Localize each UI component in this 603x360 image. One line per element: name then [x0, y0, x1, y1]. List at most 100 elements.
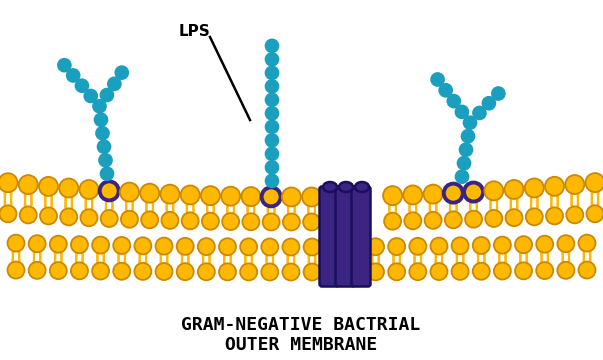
Ellipse shape	[355, 182, 369, 192]
Circle shape	[67, 69, 80, 82]
Circle shape	[525, 179, 544, 197]
Circle shape	[282, 238, 300, 256]
Circle shape	[219, 264, 236, 280]
Circle shape	[445, 211, 462, 228]
Circle shape	[578, 262, 596, 279]
Circle shape	[39, 177, 58, 196]
Circle shape	[403, 185, 422, 204]
Circle shape	[526, 208, 543, 225]
Circle shape	[447, 95, 460, 108]
Circle shape	[367, 264, 384, 280]
Circle shape	[458, 157, 470, 170]
Circle shape	[265, 39, 279, 52]
Circle shape	[473, 107, 486, 120]
Circle shape	[485, 210, 502, 227]
FancyBboxPatch shape	[335, 186, 355, 287]
Circle shape	[240, 238, 257, 255]
Circle shape	[58, 59, 71, 72]
Circle shape	[383, 186, 402, 205]
Circle shape	[29, 235, 46, 252]
Circle shape	[108, 77, 121, 90]
Circle shape	[50, 236, 67, 253]
Circle shape	[198, 238, 215, 255]
Circle shape	[578, 235, 596, 252]
Text: OUTER MEMBRANE: OUTER MEMBRANE	[225, 336, 377, 354]
Circle shape	[99, 181, 119, 201]
Circle shape	[409, 238, 426, 255]
Circle shape	[303, 213, 320, 230]
Circle shape	[141, 211, 158, 228]
Circle shape	[431, 73, 444, 86]
Circle shape	[92, 237, 109, 253]
Circle shape	[482, 97, 496, 110]
Circle shape	[101, 210, 118, 227]
Circle shape	[113, 263, 130, 280]
Circle shape	[557, 235, 574, 252]
Circle shape	[494, 262, 511, 279]
Circle shape	[282, 264, 300, 280]
Circle shape	[40, 207, 57, 224]
Circle shape	[565, 175, 584, 194]
Circle shape	[439, 84, 452, 97]
Circle shape	[405, 212, 421, 229]
Circle shape	[473, 263, 490, 280]
Circle shape	[455, 170, 469, 183]
Circle shape	[156, 263, 172, 280]
Circle shape	[586, 173, 603, 192]
Circle shape	[492, 87, 505, 100]
Circle shape	[423, 185, 443, 204]
Circle shape	[265, 147, 279, 160]
Circle shape	[303, 238, 321, 256]
Circle shape	[557, 262, 574, 279]
Circle shape	[181, 185, 200, 204]
Circle shape	[20, 206, 37, 224]
Circle shape	[388, 263, 405, 280]
Circle shape	[84, 90, 97, 103]
Circle shape	[134, 237, 151, 254]
Circle shape	[177, 238, 194, 255]
Circle shape	[452, 263, 469, 280]
Circle shape	[494, 237, 511, 253]
Circle shape	[242, 213, 259, 230]
Circle shape	[303, 264, 321, 280]
FancyBboxPatch shape	[352, 186, 370, 287]
Circle shape	[71, 236, 88, 253]
Circle shape	[263, 213, 280, 230]
Circle shape	[95, 113, 107, 126]
Circle shape	[71, 262, 88, 279]
Circle shape	[241, 187, 260, 206]
Circle shape	[221, 187, 240, 206]
Circle shape	[29, 262, 46, 279]
Circle shape	[0, 205, 16, 222]
Circle shape	[219, 238, 236, 255]
Circle shape	[121, 211, 138, 228]
Circle shape	[464, 116, 476, 129]
Circle shape	[92, 262, 109, 280]
Circle shape	[265, 93, 279, 106]
Circle shape	[265, 53, 279, 66]
Circle shape	[198, 263, 215, 280]
Circle shape	[282, 188, 301, 207]
Circle shape	[265, 107, 279, 120]
Circle shape	[80, 209, 98, 226]
Circle shape	[261, 264, 278, 280]
Circle shape	[464, 183, 483, 202]
Circle shape	[156, 238, 172, 255]
Text: LPS: LPS	[179, 24, 211, 40]
Circle shape	[431, 238, 447, 255]
Circle shape	[545, 177, 564, 196]
Circle shape	[265, 80, 279, 93]
Circle shape	[0, 173, 17, 192]
Circle shape	[7, 262, 25, 279]
Circle shape	[75, 79, 89, 92]
Circle shape	[283, 213, 300, 230]
Circle shape	[162, 212, 178, 229]
Circle shape	[515, 262, 532, 279]
Circle shape	[455, 105, 469, 118]
Circle shape	[409, 263, 426, 280]
Circle shape	[566, 206, 583, 223]
Circle shape	[134, 263, 151, 280]
Circle shape	[101, 167, 113, 180]
Circle shape	[201, 186, 220, 205]
Circle shape	[461, 130, 475, 143]
